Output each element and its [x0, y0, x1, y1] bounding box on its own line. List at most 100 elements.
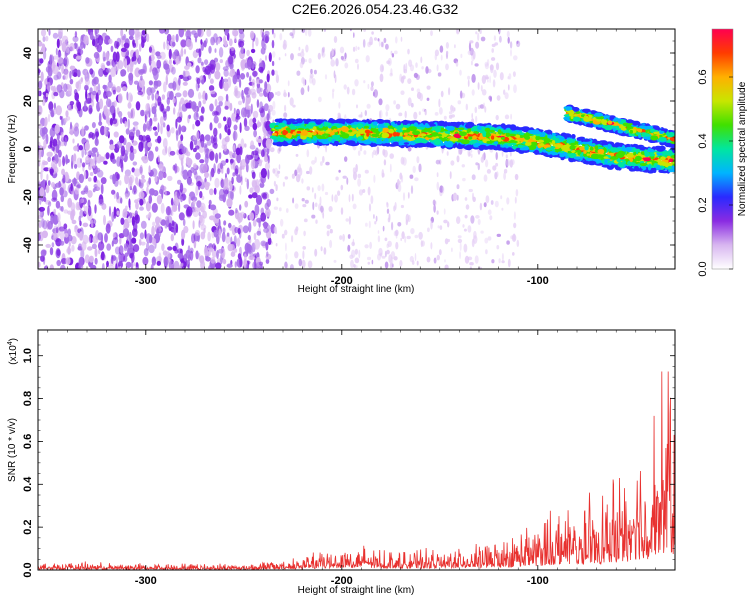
- heatmap-cell: [112, 51, 117, 63]
- heatmap-cell: [62, 174, 66, 184]
- heatmap-cell: [345, 119, 355, 124]
- heatmap-cell: [401, 231, 405, 240]
- heatmap-cell: [312, 135, 318, 141]
- heatmap-cell: [454, 44, 456, 49]
- heatmap-cell: [657, 161, 667, 167]
- heatmap-cell: [400, 90, 405, 95]
- heatmap-cell: [284, 176, 289, 180]
- heatmap-cell: [228, 222, 232, 228]
- heatmap-cell: [357, 136, 364, 141]
- heatmap-cell: [667, 155, 671, 159]
- heatmap-cell: [89, 68, 94, 75]
- heatmap-cell: [296, 130, 302, 134]
- heatmap-cell: [225, 158, 229, 163]
- heatmap-cell: [182, 218, 186, 227]
- heatmap-cell: [485, 159, 489, 168]
- heatmap-cell: [111, 158, 117, 164]
- heatmap-cell: [172, 97, 176, 104]
- heatmap-cell: [206, 139, 212, 146]
- heatmap-cell: [166, 215, 173, 224]
- heatmap-cell: [39, 187, 45, 197]
- heatmap-cell: [477, 82, 480, 90]
- heatmap-cell: [140, 109, 145, 117]
- heatmap-cell: [562, 133, 572, 138]
- heatmap-cell: [49, 127, 56, 138]
- heatmap-cell: [133, 80, 139, 85]
- heatmap-cell: [398, 140, 404, 146]
- heatmap-cell: [266, 193, 270, 199]
- heatmap-cell: [355, 163, 358, 173]
- heatmap-cell: [257, 120, 260, 128]
- heatmap-cell: [352, 203, 357, 210]
- heatmap-cell: [386, 249, 390, 255]
- heatmap-cell: [195, 119, 201, 127]
- heatmap-cell: [61, 41, 67, 53]
- heatmap-cell: [217, 95, 224, 102]
- heatmap-cell: [506, 240, 510, 245]
- heatmap-cell: [341, 119, 346, 124]
- heatmap-cell: [135, 101, 141, 111]
- heatmap-cell: [139, 198, 144, 206]
- heatmap-cell: [211, 110, 219, 117]
- heatmap-cell: [214, 216, 220, 226]
- heatmap-cell: [457, 238, 463, 244]
- heatmap-cell: [474, 63, 479, 67]
- heatmap-cell: [350, 259, 354, 268]
- heatmap-cell: [446, 125, 455, 131]
- heatmap-cell: [91, 147, 98, 154]
- heatmap-cell: [158, 29, 166, 34]
- heatmap-cell: [222, 227, 226, 234]
- heatmap-cell: [474, 255, 479, 264]
- heatmap-cell: [183, 48, 187, 55]
- heatmap-cell: [124, 173, 130, 185]
- heatmap-cell: [353, 130, 359, 134]
- heatmap-cell: [60, 206, 64, 212]
- heatmap-cell: [196, 200, 202, 208]
- heatmap-cell: [166, 33, 172, 42]
- heatmap-cell: [181, 237, 185, 246]
- heatmap-cell: [306, 149, 310, 158]
- heatmap-cell: [474, 106, 478, 114]
- heatmap-cell: [127, 111, 131, 116]
- heatmap-cell: [467, 225, 472, 233]
- heatmap-cell: [375, 215, 378, 222]
- heatmap-cell: [385, 119, 391, 124]
- heatmap-cell: [196, 77, 201, 85]
- heatmap-cell: [253, 232, 257, 241]
- heatmap-cell: [328, 119, 336, 124]
- heatmap-cell: [94, 128, 99, 139]
- heatmap-cell: [387, 217, 391, 223]
- heatmap-cell: [148, 244, 155, 254]
- heatmap-cell: [49, 247, 54, 256]
- heatmap-cell: [200, 224, 207, 231]
- heatmap-cell: [141, 135, 147, 142]
- heatmap-cell: [179, 182, 184, 193]
- heatmap-cell: [63, 68, 69, 80]
- heatmap-cell: [204, 65, 211, 75]
- heatmap-cell: [188, 195, 191, 205]
- heatmap-cell: [468, 151, 471, 157]
- heatmap-cell: [495, 114, 499, 121]
- heatmap-cell: [180, 157, 184, 167]
- heatmap-cell: [326, 224, 331, 230]
- heatmap-cell: [97, 241, 105, 251]
- heatmap-cell: [193, 163, 197, 169]
- heatmap-cell: [165, 74, 168, 86]
- heatmap-cell: [180, 48, 184, 57]
- heatmap-cell: [158, 252, 162, 261]
- heatmap-cell: [459, 69, 462, 76]
- heatmap-cell: [85, 78, 90, 86]
- heatmap-cell: [438, 98, 441, 108]
- heatmap-cell: [263, 103, 269, 112]
- heatmap-cell: [207, 231, 211, 242]
- heatmap-cell: [368, 220, 371, 229]
- heatmap-cell: [367, 120, 372, 124]
- heatmap-cell: [222, 66, 229, 71]
- heatmap-cell: [112, 89, 116, 95]
- heatmap-cell: [514, 173, 519, 181]
- heatmap-cell: [148, 195, 153, 204]
- heatmap-cell: [177, 248, 183, 254]
- heatmap-cell: [222, 179, 229, 190]
- heatmap-cell: [88, 255, 94, 263]
- heatmap-cell: [134, 214, 140, 224]
